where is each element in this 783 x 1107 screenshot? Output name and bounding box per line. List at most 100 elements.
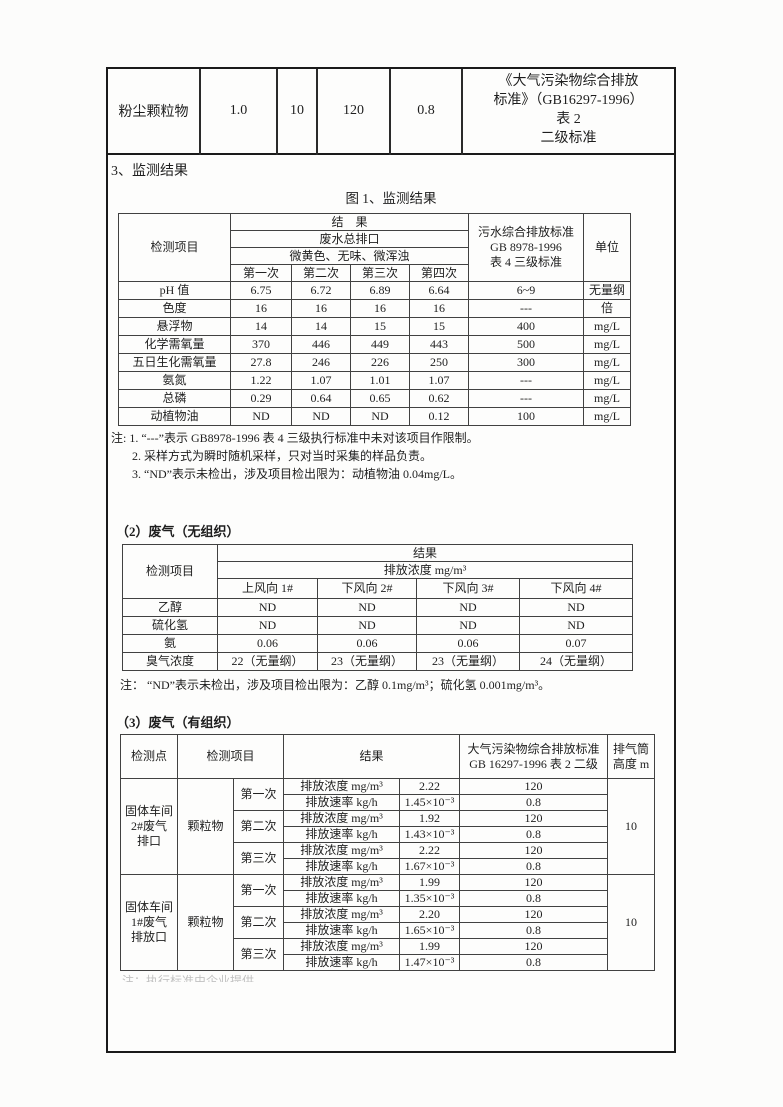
header-run-1: 第一次 [230,264,292,282]
cell-metric-label: 排放浓度 mg/m³ [283,842,401,859]
table-cell: 246 [291,353,351,372]
table-cell: 0.07 [518,634,634,653]
cell-metric-label: 排放速率 kg/h [283,858,401,875]
header-concentration: 排放浓度 mg/m³ [216,561,634,579]
header-result: 结果 [216,544,634,562]
cell-value: 1.92 [399,810,461,827]
table-cell: 硫化氢 [122,616,218,635]
gas-organized-table: 检测点 检测项目 结果 大气污染物综合排放标准 GB 16297-1996 表 … [120,734,656,971]
header-monitor-point: 检测点 [120,734,178,779]
header-appearance: 微黄色、无味、微浑浊 [229,247,470,265]
table-cell: ND [416,616,520,635]
table-row: 第三次 排放浓度 mg/m³ 2.22 120 [121,842,655,875]
table-cell: 1.07 [408,371,470,390]
cell-standard: 0.8 [459,922,609,939]
table-cell: mg/L [583,371,632,390]
table-header-row: 检测项目 结 果 污水综合排放标准 GB 8978-1996 表 4 三级标准 … [118,213,632,282]
table-cell: 23（无量纲） [317,652,417,671]
cell-standard-reference: 《大气污染物综合排放 标准》（GB16297-1996） 表 2 二级标准 [461,69,674,154]
cell-run-label: 第三次 [232,842,285,875]
table-cell: 0.06 [416,634,520,653]
cell-value: 1.99 [399,874,461,891]
cell-standard: 120 [459,906,609,923]
header-unit: 单位 [583,213,632,282]
table-cell: 370 [230,335,292,354]
cell-standard: 120 [459,938,609,955]
cell-metric-label: 排放速率 kg/h [283,890,401,907]
cell-monitor-point: 固体车间 1#废气 排放口 [120,874,178,971]
table-cell: --- [468,371,585,390]
table-cell: 乙醇 [122,598,218,617]
table-cell: ND [518,598,634,617]
cell-standard: 120 [459,874,609,891]
wastewater-notes: 注: 1. “---”表示 GB8978-1996 表 4 三级执行标准中未对该… [111,429,674,483]
note-line: 注: 1. “---”表示 GB8978-1996 表 4 三级执行标准中未对该… [111,431,479,445]
table-cell: --- [468,389,585,408]
table-row: 动植物油 ND ND ND 0.12 100 mg/L [118,407,632,426]
table-cell: 24（无量纲） [518,652,634,671]
table-cell: 15 [408,317,470,336]
cell-value: 1.47×10⁻³ [399,954,461,971]
table-row: 五日生化需氧量 27.8 246 226 250 300 mg/L [118,353,632,372]
cell-monitor-point: 固体车间 2#废气 排口 [120,778,178,875]
table-cell: 16 [408,299,470,318]
note-line: 2. 采样方式为瞬时随机采样，只对当时采集的样品负责。 [132,449,433,463]
gas-organized-heading: （3）废气（有组织） [116,715,240,730]
gas-organized-table-body: 固体车间 2#废气 排口 颗粒物 第一次 排放浓度 mg/m³ 2.22 120… [120,778,656,971]
table-row: 硫化氢 ND ND ND ND [122,616,634,635]
table-cell: 臭气浓度 [122,652,218,671]
table-cell: 23（无量纲） [416,652,520,671]
table-row: 氨氮 1.22 1.07 1.01 1.07 --- mg/L [118,371,632,390]
document-sheet: 粉尘颗粒物 1.0 10 120 0.8 《大气污染物综合排放 标准》（GB16… [106,67,676,1053]
header-run-4: 第四次 [408,264,470,282]
table-header-row: 第一次 第二次 第三次 第四次 [119,264,631,282]
header-upwind-1: 上风向 1# [217,578,318,599]
particulate-summary-table: 粉尘颗粒物 1.0 10 120 0.8 《大气污染物综合排放 标准》（GB16… [108,69,674,155]
table-cell: 6.64 [408,281,470,300]
cell-value: 2.22 [399,778,461,795]
cell-run-label: 第二次 [232,906,285,939]
table-row: 第二次 排放浓度 mg/m³ 2.20 120 [121,906,655,939]
cell-value: 10 [276,69,318,154]
table-row: 固体车间 2#废气 排口 颗粒物 第一次 排放浓度 mg/m³ 2.22 120… [120,778,656,875]
header-item: 检测项目 [122,544,218,599]
header-run-2: 第二次 [291,264,351,282]
table-cell: 22（无量纲） [217,652,318,671]
table-cell: 1.22 [230,371,292,390]
cell-metric-label: 排放速率 kg/h [283,794,401,811]
table-row: 排放速率 kg/h 1.47×10⁻³ 0.8 [121,954,655,971]
table-cell: 16 [291,299,351,318]
table-cell: 300 [468,353,585,372]
cell-metric-label: 排放速率 kg/h [283,922,401,939]
table-cell: 0.06 [217,634,318,653]
header-downwind-3: 下风向 3# [416,578,520,599]
faint-note-text: 注：执行标准由企业提供 [122,974,255,982]
cell-run-label: 第一次 [232,874,285,907]
table-cell: ND [230,407,292,426]
table-cell: 色度 [118,299,231,318]
header-item: 检测项目 [176,734,285,779]
table-row: 化学需氧量 370 446 449 443 500 mg/L [118,335,632,354]
table-row: 排放速率 kg/h 1.67×10⁻³ 0.8 [121,858,655,875]
table-cell: 443 [408,335,470,354]
table-cell: 27.8 [230,353,292,372]
cell-item: 颗粒物 [177,874,234,971]
cell-substance: 粉尘颗粒物 [108,69,201,154]
table-cell: 14 [230,317,292,336]
cell-run-label: 第二次 [232,810,285,843]
table-cell: 无量纲 [583,281,632,300]
gas-unorganized-heading: （2）废气（无组织） [116,524,240,539]
cell-standard: 0.8 [459,890,609,907]
cell-value: 0.8 [389,69,463,154]
table-row: 排放速率 kg/h 1.45×10⁻³ 0.8 [121,794,655,811]
table-row: 粉尘颗粒物 1.0 10 120 0.8 《大气污染物综合排放 标准》（GB16… [108,69,674,154]
table-cell: 0.12 [408,407,470,426]
cell-standard: 120 [459,810,609,827]
table-cell: 250 [408,353,470,372]
figure-caption: 图 1、监测结果 [345,191,437,206]
cell-value: 1.43×10⁻³ [399,826,461,843]
cell-standard: 120 [459,842,609,859]
cell-metric-label: 排放浓度 mg/m³ [283,938,401,955]
table-cell: 14 [291,317,351,336]
